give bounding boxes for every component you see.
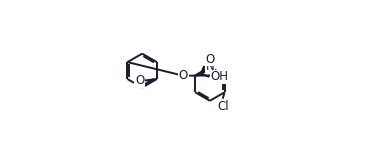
- Text: O: O: [179, 69, 188, 82]
- Text: O: O: [206, 53, 215, 66]
- Text: O: O: [135, 74, 144, 87]
- Text: N: N: [206, 60, 214, 73]
- Text: OH: OH: [211, 70, 228, 83]
- Text: Cl: Cl: [217, 100, 229, 113]
